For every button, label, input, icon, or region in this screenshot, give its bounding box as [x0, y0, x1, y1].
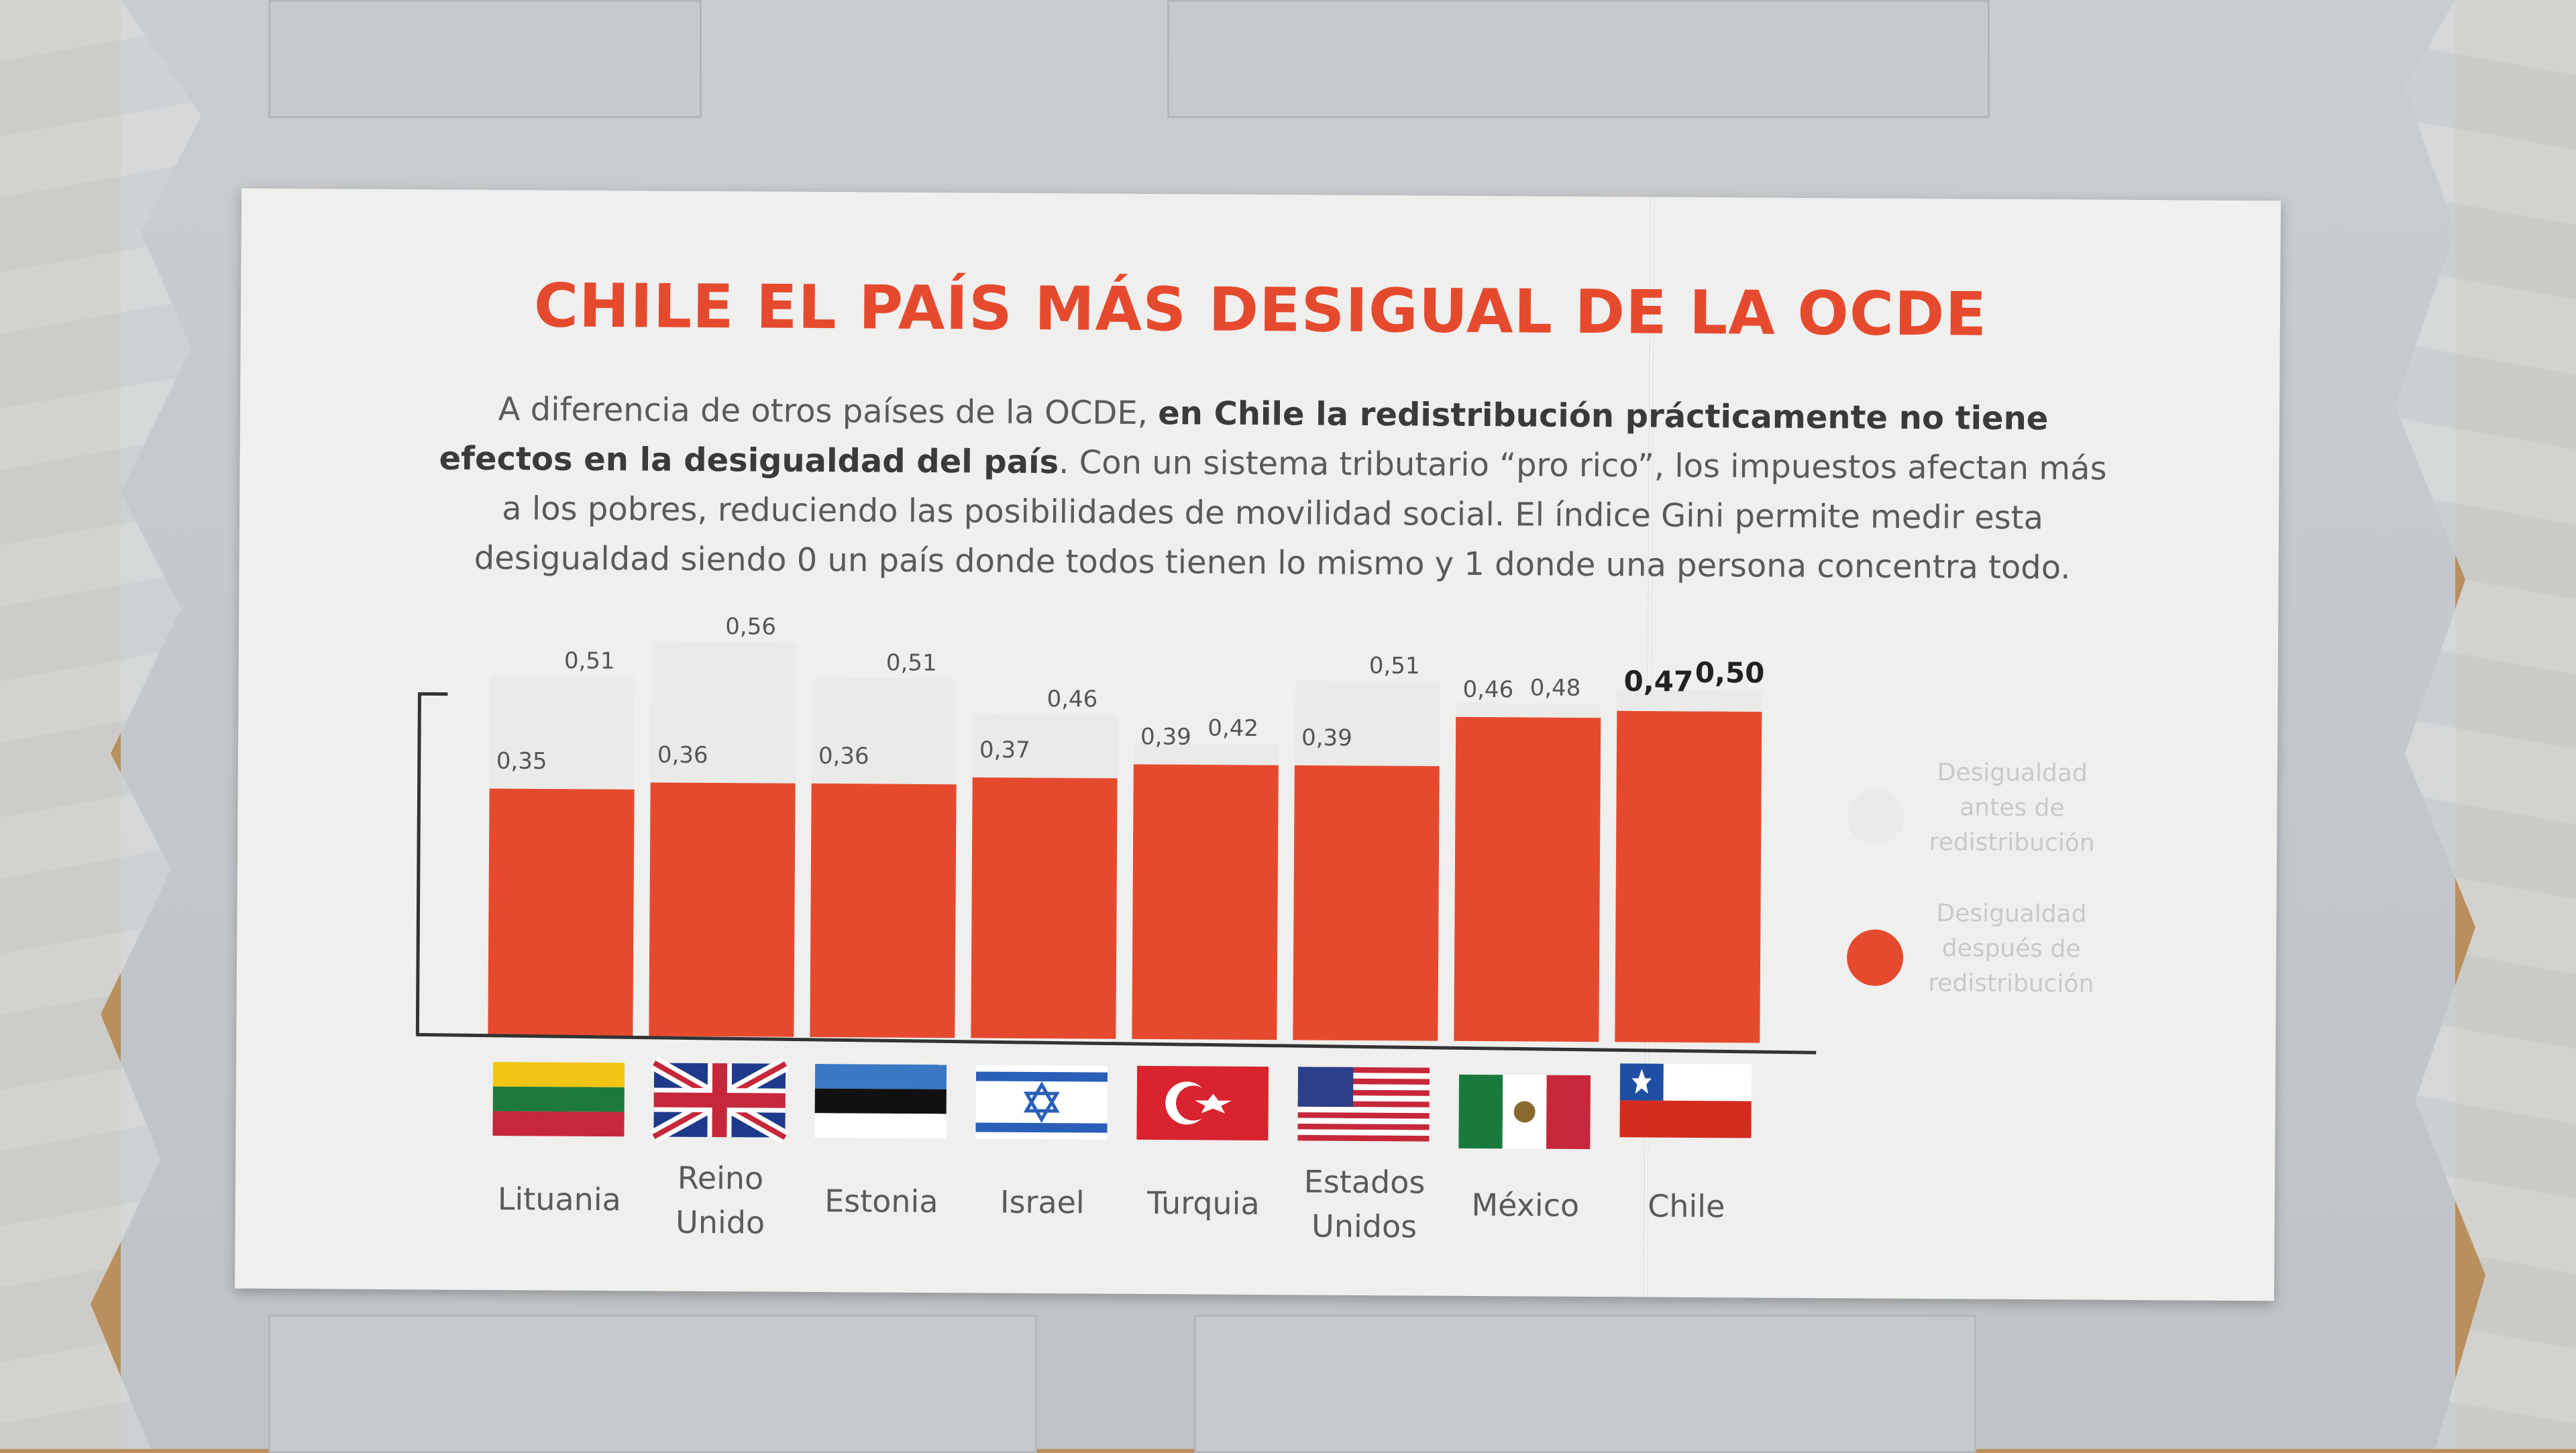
bar-after-1: [649, 782, 795, 1036]
bar-after-7: [1615, 711, 1762, 1043]
legend-swatch: [1847, 929, 1904, 986]
value-label-before: 0,50: [1695, 656, 1765, 690]
category-label: Unidos: [1311, 1208, 1417, 1245]
bar-after-3: [971, 777, 1117, 1039]
x-axis-line: [416, 1034, 1816, 1053]
gini-bar-chart: 0,51 0,35 Lituania 0,56 0,36 Reino Unido 0,51 0,…: [235, 189, 2281, 1301]
value-label-before: 0,56: [725, 613, 776, 640]
value-label-after: 0,46: [1462, 676, 1513, 703]
usa-flag: [1297, 1067, 1430, 1141]
infographic-poster: CHILE EL PAÍS MÁS DESIGUAL DE LA OCDE A …: [235, 189, 2281, 1301]
value-label-after: 0,47: [1623, 665, 1693, 698]
value-label-before: 0,48: [1530, 674, 1581, 701]
bar-after-5: [1293, 765, 1439, 1041]
chile-flag: [1619, 1063, 1752, 1138]
mexico-flag: [1458, 1075, 1591, 1149]
turkey-flag: [1136, 1066, 1269, 1140]
value-label-before: 0,42: [1208, 715, 1258, 742]
lithuania-flag: [492, 1062, 625, 1136]
category-label: Reino: [678, 1160, 764, 1197]
category-label: Estonia: [824, 1183, 938, 1220]
bar-after-0: [488, 789, 634, 1036]
estonia-flag: [814, 1064, 947, 1138]
israel-flag: [975, 1065, 1108, 1139]
uk-flag: [653, 1063, 786, 1138]
category-label: Israel: [1000, 1184, 1085, 1221]
value-label-after: 0,37: [979, 737, 1030, 763]
cardboard-panel: [1167, 0, 1990, 118]
legend-label-line: después de: [1911, 931, 2112, 967]
legend-label-line: antes de: [1911, 790, 2112, 826]
value-label-after: 0,36: [818, 743, 869, 769]
category-label: Unido: [676, 1204, 765, 1241]
cardboard-panel: [268, 0, 702, 118]
value-label-after: 0,39: [1140, 723, 1191, 750]
category-label: Estados: [1304, 1163, 1426, 1200]
legend-label-line: Desigualdad: [1912, 755, 2113, 792]
value-label-after: 0,39: [1301, 724, 1352, 751]
legend-swatch: [1847, 788, 1904, 845]
value-label-before: 0,51: [564, 647, 615, 674]
y-axis-line: [417, 692, 419, 1034]
legend-label-line: Desigualdad: [1911, 896, 2112, 932]
category-label: Turquia: [1146, 1185, 1260, 1222]
category-label: Lituania: [498, 1181, 621, 1218]
legend-label-line: redistribución: [1911, 966, 2112, 1002]
legend-label-line: redistribución: [1911, 825, 2112, 861]
bar-after-2: [810, 784, 956, 1038]
value-label-before: 0,51: [1369, 653, 1420, 680]
value-label-after: 0,36: [657, 742, 708, 769]
cardboard-panel: [268, 1315, 1037, 1453]
bar-after-6: [1454, 717, 1601, 1042]
category-label: Chile: [1648, 1188, 1725, 1225]
value-label-after: 0,35: [496, 748, 547, 775]
value-label-before: 0,46: [1046, 686, 1097, 712]
bar-after-4: [1132, 764, 1278, 1040]
category-label: México: [1471, 1187, 1579, 1224]
value-label-before: 0,51: [886, 649, 937, 676]
cardboard-panel: [1194, 1315, 1976, 1453]
